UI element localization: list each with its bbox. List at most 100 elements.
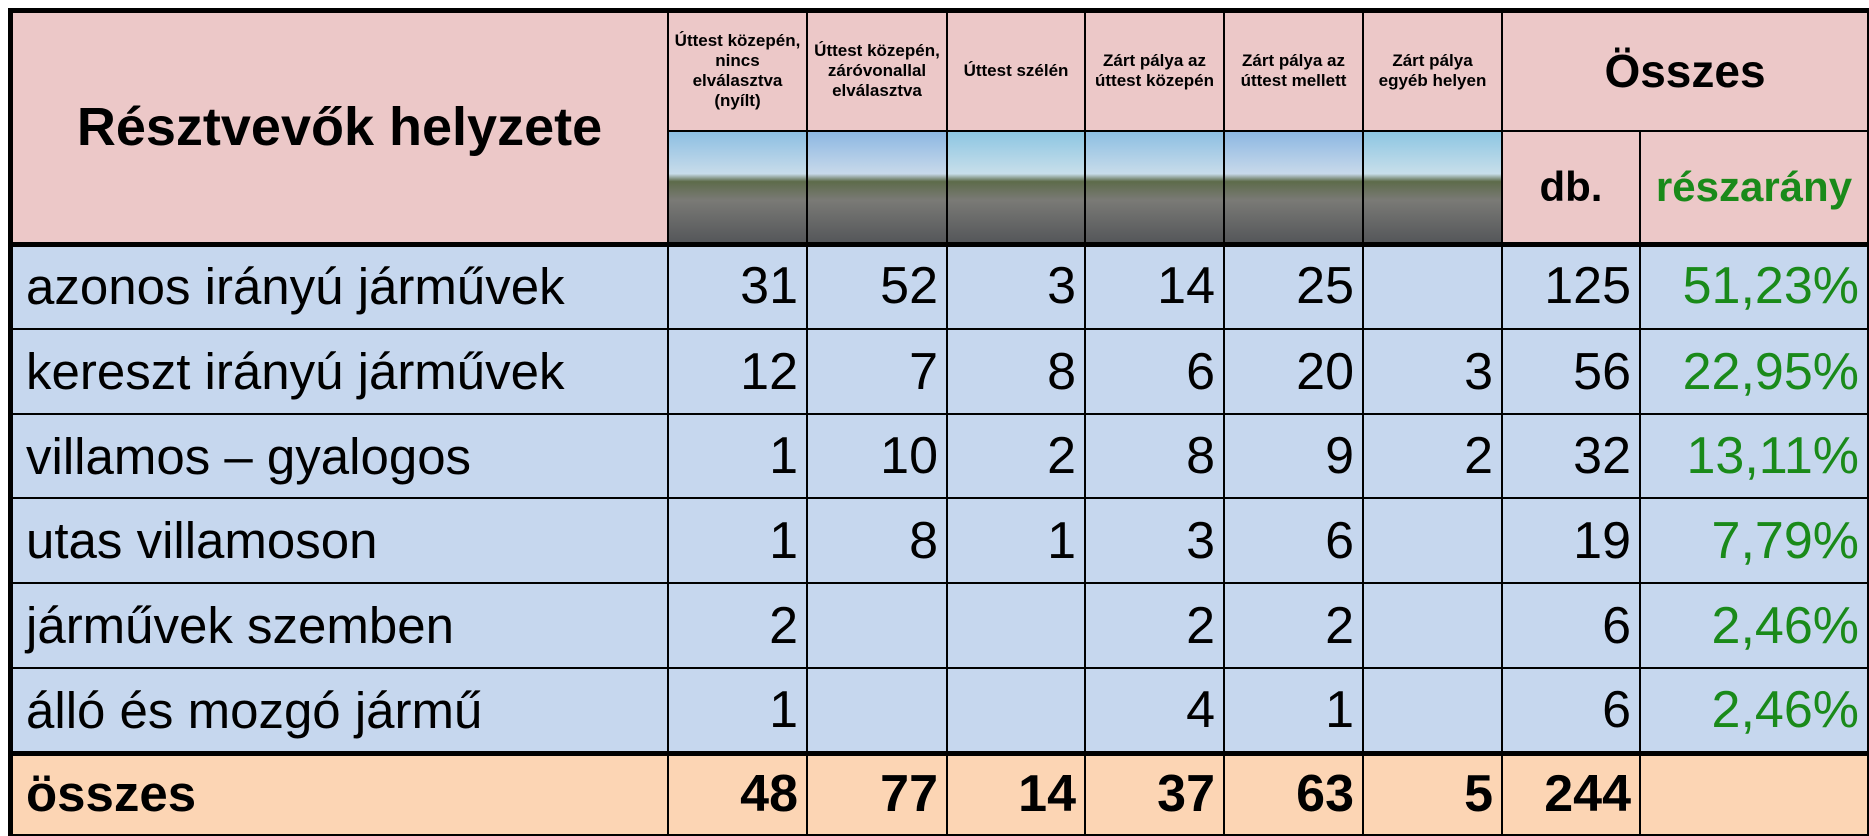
total-cell: 48	[669, 753, 808, 836]
total-share	[1641, 753, 1869, 836]
column-header: Zárt pálya egyéb helyen	[1364, 12, 1503, 132]
value-cell	[808, 584, 948, 669]
value-cell	[948, 584, 1086, 669]
value-cell: 12	[669, 330, 808, 415]
photo	[948, 132, 1086, 244]
cell-text: 9	[1325, 427, 1354, 485]
cell-text: 7,79%	[1711, 511, 1859, 570]
value-cell: 1	[1225, 669, 1364, 753]
cell-text: 2	[1464, 427, 1493, 485]
cell-text: 14	[1018, 764, 1076, 823]
cell-text: utas villamoson	[26, 512, 378, 569]
cell-text: 1	[769, 681, 798, 739]
value-cell: 1	[669, 499, 808, 584]
cell-text: Úttest közepén, záróvonallal elválasztva	[814, 41, 940, 100]
cell-text: 7	[909, 342, 938, 401]
cell-text: Zárt pálya az úttest mellett	[1240, 51, 1347, 90]
cell-text: Úttest közepén, nincs elválasztva (nyílt…	[674, 31, 801, 110]
photo	[1086, 132, 1225, 244]
rule	[8, 8, 13, 836]
value-cell: 3	[948, 244, 1086, 330]
row-label: kereszt irányú járművek	[12, 330, 669, 415]
cell-text: 8	[1047, 342, 1076, 401]
cell-text: 52	[880, 257, 938, 315]
value-cell: 31	[669, 244, 808, 330]
value-cell: 8	[808, 499, 948, 584]
cell-text: 77	[880, 764, 938, 823]
cell-text: db.	[1539, 163, 1603, 210]
value-cell: 2	[948, 415, 1086, 499]
share-cell: 2,46%	[1641, 584, 1869, 669]
cell-text: 8	[1186, 427, 1215, 485]
cell-text: 6	[1602, 681, 1631, 739]
total-heading: Összes	[1503, 12, 1869, 132]
cell-text: 8	[909, 511, 938, 570]
cell-text: 14	[1157, 257, 1215, 315]
total-cell: 5	[1364, 753, 1503, 836]
cell-text: 1	[769, 427, 798, 485]
count-cell: 56	[1503, 330, 1641, 415]
cell-text: 6	[1602, 596, 1631, 655]
cell-text: 22,95%	[1682, 342, 1859, 401]
count-cell: 6	[1503, 584, 1641, 669]
value-cell: 4	[1086, 669, 1225, 753]
row-label: álló és mozgó jármű	[12, 669, 669, 753]
cell-text: 51,23%	[1682, 257, 1859, 315]
cell-text: 125	[1544, 257, 1631, 315]
cell-text: álló és mozgó jármű	[26, 681, 483, 739]
cell-text: azonos irányú járművek	[26, 257, 565, 315]
cell-text: 1	[1325, 681, 1354, 739]
cell-text: Zárt pálya egyéb helyen	[1378, 51, 1487, 90]
count-cell: 32	[1503, 415, 1641, 499]
cell-text: 1	[769, 511, 798, 570]
cell-text: 2,46%	[1711, 681, 1859, 739]
cell-text: 3	[1186, 511, 1215, 570]
row-label: azonos irányú járművek	[12, 244, 669, 330]
value-cell: 2	[1086, 584, 1225, 669]
value-cell: 2	[1364, 415, 1503, 499]
value-cell: 20	[1225, 330, 1364, 415]
cell-text: 3	[1464, 342, 1493, 401]
share-cell: 13,11%	[1641, 415, 1869, 499]
count-cell: 6	[1503, 669, 1641, 753]
cell-text: 6	[1325, 511, 1354, 570]
cell-text: 10	[880, 427, 938, 485]
cell-text: Zárt pálya az úttest közepén	[1094, 51, 1215, 90]
count-cell: 19	[1503, 499, 1641, 584]
cell-text: 3	[1047, 257, 1076, 315]
value-cell	[808, 669, 948, 753]
cell-text: Résztvevők helyzete	[76, 97, 603, 157]
cell-text: 20	[1296, 342, 1354, 401]
cell-text: 4	[1186, 681, 1215, 739]
cell-text: 2	[1047, 427, 1076, 485]
share-cell: 2,46%	[1641, 669, 1869, 753]
value-cell: 25	[1225, 244, 1364, 330]
row-label: járművek szemben	[12, 584, 669, 669]
value-cell: 2	[1225, 584, 1364, 669]
value-cell: 10	[808, 415, 948, 499]
value-cell: 6	[1086, 330, 1225, 415]
cell-text: részarány	[1655, 163, 1853, 210]
cell-text: 32	[1573, 427, 1631, 485]
rule	[8, 8, 1869, 13]
share-heading: részarány	[1641, 132, 1869, 244]
share-cell: 51,23%	[1641, 244, 1869, 330]
cell-text: járművek szemben	[26, 597, 454, 654]
cell-text: összes	[26, 765, 197, 822]
column-header: Úttest szélén	[948, 12, 1086, 132]
value-cell: 14	[1086, 244, 1225, 330]
cell-text: Úttest szélén	[963, 61, 1069, 80]
photo	[1364, 132, 1503, 244]
value-cell: 52	[808, 244, 948, 330]
total-cell: 63	[1225, 753, 1364, 836]
cell-text: 2,46%	[1711, 596, 1859, 655]
photo	[1225, 132, 1364, 244]
value-cell: 1	[669, 415, 808, 499]
photo	[808, 132, 948, 244]
value-cell: 9	[1225, 415, 1364, 499]
share-cell: 22,95%	[1641, 330, 1869, 415]
value-cell	[1364, 244, 1503, 330]
value-cell: 1	[669, 669, 808, 753]
value-cell	[1364, 584, 1503, 669]
